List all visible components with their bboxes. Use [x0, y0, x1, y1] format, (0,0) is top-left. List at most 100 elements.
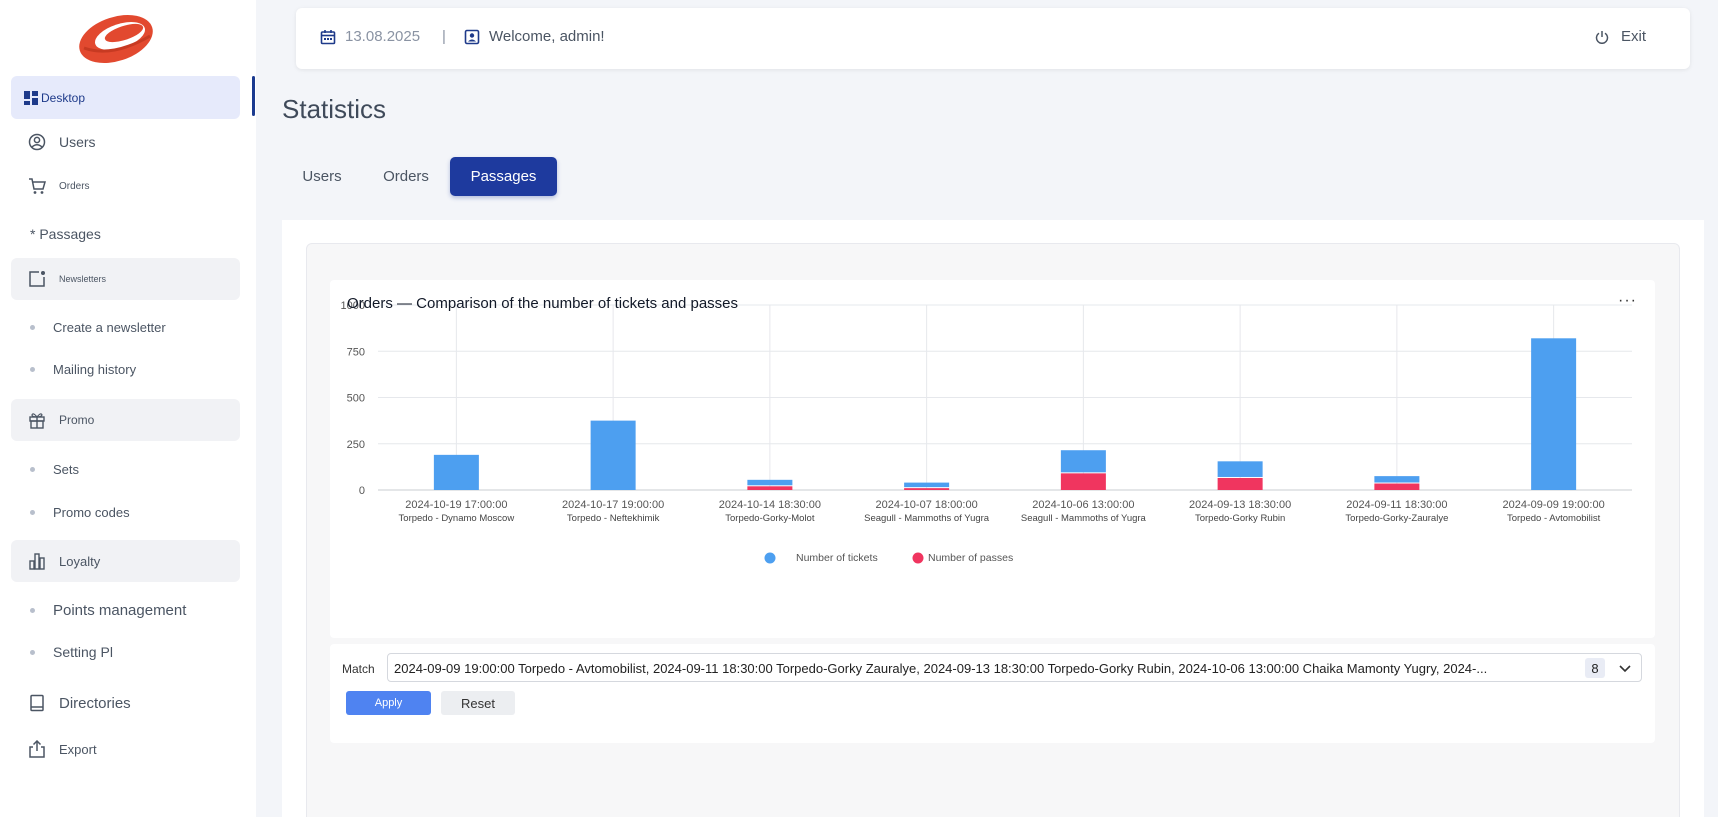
selected-count-badge: 8	[1585, 658, 1605, 678]
x-tick-label: 2024-09-13 18:30:00	[1189, 499, 1291, 511]
chevron-down-icon[interactable]	[1617, 660, 1633, 676]
sidebar-item-label: Orders	[59, 180, 90, 192]
tab-users[interactable]: Users	[302, 168, 342, 185]
sidebar-item-label: * Passages	[30, 226, 101, 242]
sidebar-item-label: Setting Pl	[53, 644, 113, 660]
header-welcome: Welcome, admin!	[464, 28, 605, 45]
sidebar-item-label: Points management	[53, 602, 187, 619]
sidebar-subitem-promo-codes[interactable]: Promo codes	[30, 505, 130, 520]
header-separator: |	[442, 28, 446, 45]
x-tick-sublabel: Torpedo-Gorky-Zauralye	[1345, 513, 1448, 524]
x-tick-label: 2024-10-14 18:30:00	[719, 499, 821, 511]
bar-chart: 0 250 500 750 1000 2024-10-19 17:00:00 Torpedo…	[341, 300, 1632, 564]
newsletter-icon	[27, 269, 47, 289]
bar-tickets	[904, 482, 950, 488]
bar-passes	[1060, 473, 1106, 490]
bar-passes	[1374, 483, 1420, 490]
sidebar-item-label: Sets	[53, 462, 80, 477]
exit-label: Exit	[1620, 28, 1646, 45]
apply-button[interactable]: Apply	[346, 691, 431, 715]
x-tick-sublabel: Torpedo - Neftekhimik	[567, 513, 660, 524]
cart-icon	[27, 176, 47, 196]
match-filter: Match 2024-09-09 19:00:00 Torpedo - Avto…	[330, 644, 1655, 743]
sidebar-item-label: Create a newsletter	[53, 320, 166, 335]
x-tick-label: 2024-10-07 18:00:00	[876, 499, 978, 511]
x-tick-sublabel: Torpedo - Avtomobilist	[1507, 513, 1601, 524]
sidebar-item-desktop[interactable]: Desktop	[11, 76, 240, 119]
match-select[interactable]: 2024-09-09 19:00:00 Torpedo - Avtomobili…	[387, 653, 1642, 682]
x-tick-label: 2024-10-19 17:00:00	[405, 499, 507, 511]
bar-tickets	[1531, 338, 1577, 490]
x-tick-sublabel: Torpedo - Dynamo Moscow	[399, 513, 515, 524]
x-tick-sublabel: Torpedo-Gorky Rubin	[1195, 513, 1285, 524]
y-tick-label: 0	[359, 485, 365, 497]
sidebar-item-label: Mailing history	[53, 362, 137, 377]
bullet-icon	[30, 325, 35, 330]
bar-passes	[1217, 477, 1263, 490]
tab-passages[interactable]: Passages	[450, 157, 557, 196]
gift-icon	[27, 410, 47, 430]
bar-tickets	[1374, 476, 1420, 483]
x-tick-sublabel: Torpedo-Gorky-Molot	[725, 513, 815, 524]
sidebar-item-label: Promo	[59, 413, 95, 427]
sidebar-item-directories[interactable]: Directories	[11, 684, 240, 722]
top-header: 13.08.2025 | Welcome, admin! Exit	[296, 8, 1690, 69]
sidebar-subitem-create-newsletter[interactable]: Create a newsletter	[30, 320, 166, 335]
sidebar-item-users[interactable]: Users	[11, 123, 240, 161]
bar-passes	[904, 488, 950, 490]
welcome-text: Welcome, admin!	[489, 28, 605, 45]
reset-button[interactable]: Reset	[441, 691, 515, 715]
bar-tickets	[747, 479, 793, 486]
sidebar-subitem-setting-pl[interactable]: Setting Pl	[30, 644, 113, 660]
x-tick-sublabel: Seagull - Mammoths of Yugra	[1021, 513, 1147, 524]
sidebar-item-label: Export	[59, 741, 97, 757]
x-tick-label: 2024-09-11 18:30:00	[1346, 499, 1447, 511]
sidebar-subitem-sets[interactable]: Sets	[30, 462, 79, 477]
sidebar-subitem-points-management[interactable]: Points management	[30, 602, 186, 619]
user-circle-icon	[27, 132, 47, 152]
sidebar-item-promo[interactable]: Promo	[11, 399, 240, 441]
more-options-icon[interactable]: ···	[1618, 292, 1637, 309]
legend-marker	[764, 552, 776, 564]
legend-label: Number of tickets	[796, 552, 878, 564]
bullet-icon	[30, 367, 35, 372]
x-tick-label: 2024-10-06 13:00:00	[1032, 499, 1134, 511]
power-icon	[1595, 30, 1609, 44]
book-icon	[27, 693, 47, 713]
sidebar-item-label: Users	[59, 134, 96, 150]
bullet-icon	[30, 608, 35, 613]
user-badge-icon	[464, 29, 480, 45]
exit-button[interactable]: Exit	[1595, 28, 1646, 45]
legend-label: Number of passes	[928, 552, 1013, 564]
sidebar-item-export[interactable]: Export	[11, 730, 240, 768]
sidebar-item-orders[interactable]: Orders	[11, 168, 240, 204]
sidebar-subitem-mailing-history[interactable]: Mailing history	[30, 362, 136, 377]
sidebar-item-label: Desktop	[41, 90, 86, 105]
sidebar-item-label: Promo codes	[53, 505, 130, 520]
page-title: Statistics	[282, 94, 387, 124]
active-indicator	[252, 76, 255, 116]
match-value: 2024-09-09 19:00:00 Torpedo - Avtomobili…	[394, 661, 1489, 676]
header-date: 13.08.2025	[320, 28, 420, 45]
sidebar-item-label: Directories	[59, 694, 131, 712]
bar-tickets	[1060, 450, 1106, 473]
sidebar-item-newsletters[interactable]: Newsletters	[11, 258, 240, 300]
bullet-icon	[30, 649, 35, 655]
date-text: 13.08.2025	[345, 28, 421, 45]
y-tick-label: 500	[347, 393, 365, 405]
match-label: Match	[342, 662, 375, 676]
bar-chart-icon	[27, 551, 47, 571]
tab-orders[interactable]: Orders	[383, 168, 429, 185]
stadium-logo[interactable]	[72, 6, 162, 66]
bar-passes	[747, 486, 793, 490]
sidebar-item-passages[interactable]: * Passages	[11, 216, 240, 252]
x-tick-label: 2024-10-17 19:00:00	[562, 499, 664, 511]
x-tick-sublabel: Seagull - Mammoths of Yugra	[864, 513, 990, 524]
bar-tickets	[1217, 461, 1263, 477]
y-tick-label: 250	[347, 439, 365, 451]
x-tick-label: 2024-09-09 19:00:00	[1503, 499, 1605, 511]
sidebar-item-loyalty[interactable]: Loyalty	[11, 540, 240, 582]
chart-card: 0 250 500 750 1000 2024-10-19 17:00:00 Torpedo…	[330, 280, 1655, 638]
export-icon	[27, 739, 47, 759]
sidebar-item-label: Newsletters	[59, 274, 107, 284]
